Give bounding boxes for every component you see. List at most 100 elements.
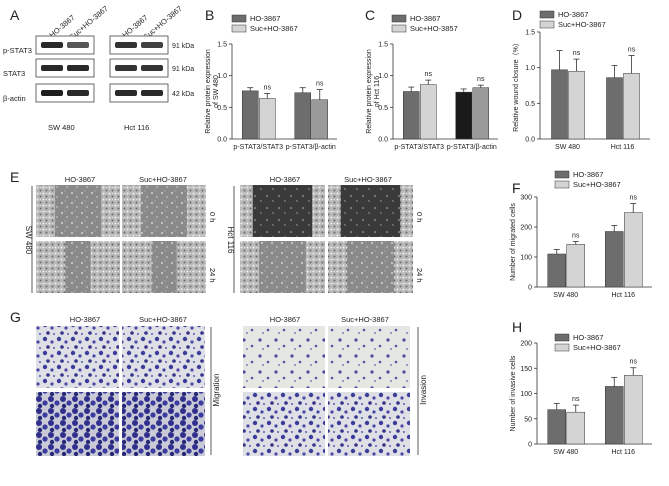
blot-frame [109, 35, 169, 55]
wound-image [240, 185, 325, 237]
wound-col-label: HO-3867 [65, 175, 95, 184]
x-tick-label: Hct 116 [611, 144, 635, 151]
panel-letter-f: F [512, 180, 521, 196]
bar [311, 99, 328, 140]
blot-kda-label: 91 kDa [172, 43, 194, 50]
y-axis-label: Number of migrated cells [510, 203, 517, 281]
significance-label: ns [316, 81, 324, 88]
wound-time-label: 0 h [415, 212, 424, 222]
bar [455, 91, 472, 140]
legend-label: HO-3867 [250, 14, 280, 23]
bar [294, 92, 311, 140]
bar-chart-c: 0.0 0.5 1.0 1.5 Relative protein expression o… [366, 14, 498, 151]
y-tick-label: 1.5 [217, 42, 227, 49]
significance-label: ns [572, 232, 580, 239]
legend-label: Suc+HO-3867 [573, 180, 621, 189]
y-tick-label: 100 [520, 391, 532, 398]
blot-band [41, 65, 63, 71]
bar [420, 84, 437, 140]
x-tick-label: SW 480 [553, 292, 578, 299]
significance-label: ns [630, 359, 638, 366]
bar [472, 87, 489, 140]
transwell-panel: HO-3867 Suc+HO-3867 Migration HO-3867 Suc+HO… [36, 315, 428, 456]
bar [551, 69, 568, 140]
y-axis-label: Relative protein expression [205, 49, 212, 134]
transwell-col-label: Suc+HO-3867 [341, 315, 389, 324]
blot-band [115, 90, 137, 96]
significance-label: ns [573, 50, 581, 57]
wound-edge [122, 185, 141, 237]
wound-edge [328, 241, 348, 293]
wound-edge [187, 185, 206, 237]
significance-label: ns [572, 396, 580, 403]
wound-edge [305, 241, 325, 293]
blot-cell-line: SW 480 [48, 123, 75, 132]
blot-band [141, 42, 163, 48]
y-tick-label: 300 [520, 195, 532, 202]
wound-time-label: 24 h [415, 268, 424, 283]
x-tick-label: p-STAT3/STAT3 [233, 144, 283, 151]
legend-swatch [539, 10, 555, 19]
blot-band [67, 42, 89, 48]
y-tick-label: 1.0 [378, 73, 388, 80]
y-tick-label: 0.0 [217, 137, 227, 144]
blot-frame [35, 58, 95, 78]
significance-label: ns [628, 47, 636, 54]
bar [259, 98, 276, 140]
bar [568, 70, 585, 140]
bar [547, 253, 566, 288]
blot-band [141, 90, 163, 96]
wound-time-label: 0 h [208, 212, 217, 222]
transwell-image [243, 392, 325, 456]
blot-kda-label: 91 kDa [172, 66, 194, 73]
significance-label: ns [477, 76, 485, 83]
y-tick-label: 1.0 [525, 65, 535, 72]
legend-label: Suc+HO-3867 [573, 343, 621, 352]
legend-swatch [539, 20, 555, 29]
transwell-col-label: HO-3867 [270, 315, 300, 324]
legend-swatch [391, 14, 407, 23]
blot-band [41, 42, 63, 48]
bar [624, 212, 643, 288]
wound-cell-line: SW 480 [24, 226, 33, 255]
blot-band [115, 42, 137, 48]
bar [403, 91, 420, 140]
y-tick-label: 200 [520, 225, 532, 232]
x-tick-label: Hct 116 [611, 449, 635, 456]
legend-swatch [554, 180, 570, 189]
legend-swatch [391, 24, 407, 33]
y-tick-label: 0.5 [378, 105, 388, 112]
transwell-image [36, 392, 119, 456]
blot-row-label: β-actin [3, 94, 26, 103]
bar [624, 375, 643, 445]
blot-band [41, 90, 63, 96]
x-tick-label: SW 480 [555, 144, 580, 151]
x-tick-label: Hct 116 [611, 292, 635, 299]
blot-band [115, 65, 137, 71]
y-tick-label: 1.5 [378, 42, 388, 49]
significance-label: ns [425, 71, 433, 78]
wound-edge [328, 185, 341, 237]
y-axis-label: Relative wound closure（%） [512, 39, 520, 132]
wound-edge [36, 185, 55, 237]
transwell-side-label: Migration [212, 374, 221, 407]
panel-letter-d: D [512, 7, 522, 23]
panel-letter-e: E [10, 169, 19, 185]
bar [566, 411, 585, 445]
wound-col-label: Suc+HO-3867 [344, 175, 392, 184]
y-tick-label: 1.5 [525, 30, 535, 37]
y-axis-label: of SW 480 [213, 75, 220, 108]
legend-label: Suc+HO-3867 [250, 24, 298, 33]
wound-edge [400, 185, 413, 237]
wound-edge [101, 185, 120, 237]
wound-cell-line: Hct 116 [226, 227, 235, 255]
wound-edge [90, 241, 120, 293]
wound-edge [122, 241, 152, 293]
wound-healing-panel: HO-3867 Suc+HO-3867 SW 480 0 h 24 h HO-3867 Su… [24, 175, 424, 293]
y-tick-label: 0 [528, 442, 532, 449]
